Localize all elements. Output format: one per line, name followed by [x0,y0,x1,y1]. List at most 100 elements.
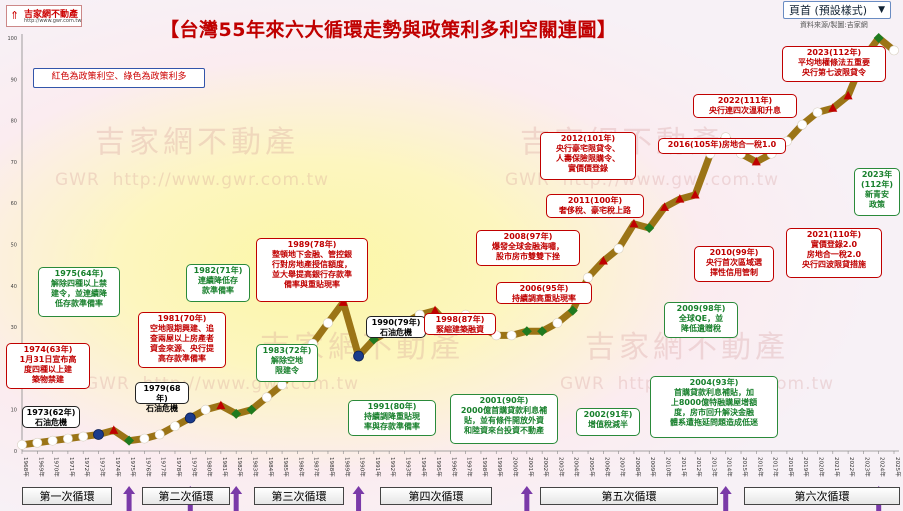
x-tick-label: 2004年 [573,457,581,477]
y-tick-label: 100 [7,36,17,42]
marker-oil-crisis [184,412,196,424]
annotation-2010: 2010(99年) 央行首次區域選 擇性信用管制 [694,246,774,282]
data-point [812,107,823,118]
annotation-2016: 2016(105年)房地合一稅1.0 [658,138,786,154]
cycle-label-2: 第二次循環 [142,487,230,505]
x-tick-label: 2012年 [695,457,703,477]
x-tick-label: 2011年 [680,457,688,477]
chevron-down-icon: ▼ [878,5,885,15]
cycle-start-arrow [123,486,136,511]
marker-policy-positive [567,305,578,316]
cycle-label-1: 第一次循環 [22,487,112,505]
annotation-2023: 2023(112年) 平均地權條法五重要 央行第七波限貸令 [782,46,886,82]
x-tick-label: 1986年 [297,457,305,477]
annotation-2002: 2002(91年) 增值稅減半 [576,408,640,436]
page-style-dropdown[interactable]: 頁首 (預設樣式) ▼ [783,1,891,19]
x-tick-label: 1973年 [98,457,106,477]
data-point [323,318,333,328]
x-tick-label: 1996年 [450,457,458,477]
marker-policy-negative [675,194,685,203]
annotation-2004: 2004(93年) 首購貸款利息補貼，加 上8000億特融購屋增額 度，房市回升… [650,376,778,438]
y-tick-label: 70 [11,160,17,166]
data-point [17,439,27,450]
marker-policy-negative [690,189,700,199]
cycle-start-arrow [520,486,533,511]
annotation-2021: 2021(110年) 實價登錄2.0 房地合一稅2.0 央行四波限貸措施 [786,228,882,278]
marker-policy-positive [124,435,135,446]
x-tick-label: 1970年 [53,457,61,477]
annotation-1998: 1998(87年) 緊縮建築融資 [424,313,496,335]
x-tick-label: 1980年 [206,457,214,477]
cycle-label-4: 第四次循環 [380,487,492,505]
x-tick-label: 2006年 [603,457,611,477]
data-point [552,318,563,328]
annotation-1979: 1979(68年) 石油危機 [135,382,189,413]
annotation-1981: 1981(70年) 空地限期興建、追 查兩屋以上房產者 資金來源、央行提 高存款… [138,312,226,368]
x-tick-label: 1983年 [251,457,259,477]
x-tick-label: 2014年 [726,457,734,477]
x-tick-label: 1978年 [175,457,183,477]
x-tick-label: 1976年 [144,457,152,477]
y-tick-label: 10 [11,408,17,414]
x-tick-label: 1982年 [236,457,244,477]
marker-oil-crisis [93,429,104,440]
marker-policy-positive [246,404,257,415]
x-tick-label: 1974年 [114,457,122,477]
data-point [200,404,211,415]
x-tick-label: 1969年 [37,457,45,477]
x-tick-label: 2007年 [619,457,627,477]
annotation-1991: 1991(80年) 持續調降重貼現 率與存款準備率 [348,400,436,436]
brand-badge: ⇑ 吉家網不動產 http://www.gwr.com.tw [6,5,82,27]
x-tick-label: 2017年 [772,457,780,477]
data-point [78,431,89,442]
data-point [889,45,899,56]
data-point [32,437,43,448]
cycle-start-arrow [230,486,243,511]
x-tick-label: 1971年 [68,457,76,477]
marker-policy-negative [843,90,853,100]
x-tick-label: 2025年 [894,457,902,477]
chart-title: 【台灣55年來六大循環走勢與政策利多利空關連圖】 [160,19,617,41]
x-tick-label: 1999年 [496,457,504,477]
x-tick-label: 1988年 [328,457,336,477]
x-tick-label: 2003年 [557,457,565,477]
marker-policy-negative [828,103,838,112]
y-tick-label: 0 [14,449,17,455]
legend-note: 紅色為政策利空、綠色為政策利多 [33,68,205,88]
data-point [797,119,808,130]
y-tick-label: 40 [11,284,17,290]
data-point [261,392,272,403]
cycle-label-3: 第三次循環 [254,487,344,505]
watermark-text: 吉家網不動產 [95,125,299,160]
x-tick-label: 2015年 [741,457,749,477]
x-tick-label: 1998年 [481,457,489,477]
x-tick-label: 1992年 [389,457,397,477]
x-tick-label: 1995年 [435,457,443,477]
x-tick-label: 2008年 [634,457,642,477]
annotation-1990: 1990(79年) 石油危機 [366,316,426,338]
x-tick-label: 2019年 [802,457,810,477]
x-tick-label: 2016年 [756,457,764,477]
cycle-label-5: 第五次循環 [540,487,718,505]
x-tick-label: 1994年 [420,457,428,477]
y-tick-label: 90 [11,77,17,83]
marker-policy-negative [109,425,119,434]
annotation-1973: 1973(62年) 石油危機 [22,406,80,428]
x-tick-label: 2001年 [527,457,535,477]
x-tick-label: 1968年 [22,457,30,477]
y-tick-label: 30 [11,325,17,331]
marker-policy-positive [521,326,532,337]
x-tick-label: 2005年 [588,457,596,477]
annotation-2008: 2008(97年) 爆發全球金融海嘯， 股市房市雙雙下挫 [476,230,580,266]
marker-policy-negative [751,156,761,166]
marker-policy-negative [598,256,608,265]
annotation-1975: 1975(64年) 解除四種以上禁 建令，並連續降 低存款準備率 [38,267,120,317]
x-tick-label: 1987年 [313,457,321,477]
x-tick-label: 1981年 [221,457,229,477]
x-tick-label: 2022年 [848,457,856,477]
marker-policy-negative [216,400,226,410]
y-tick-label: 80 [11,119,17,125]
x-tick-label: 2002年 [542,457,550,477]
marker-policy-negative [430,305,440,315]
